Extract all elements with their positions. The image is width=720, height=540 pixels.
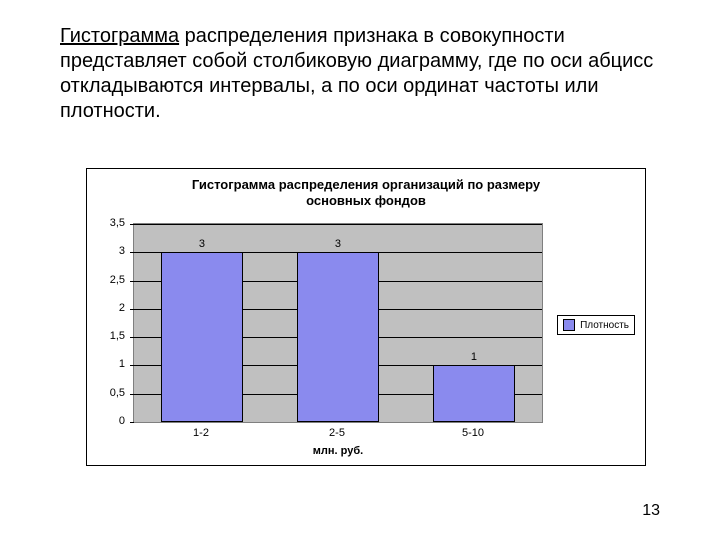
y-tick-mark (130, 309, 134, 310)
x-axis-title: млн. руб. (133, 445, 543, 457)
chart-title-line2: основных фондов (306, 193, 426, 208)
chart-title-line1: Гистограмма распределения организаций по… (192, 177, 540, 192)
y-tick-label: 3,5 (110, 217, 125, 229)
chart-title: Гистограмма распределения организаций по… (87, 177, 645, 210)
legend-swatch (563, 319, 575, 331)
y-axis-ticks: 00,511,522,533,5 (87, 223, 129, 423)
x-tick-label: 5-10 (462, 427, 484, 439)
y-tick-mark (130, 224, 134, 225)
page-number: 13 (642, 502, 660, 520)
plot-area: 331 (133, 223, 543, 423)
y-tick-label: 1 (119, 358, 125, 370)
bar: 1 (433, 365, 515, 422)
legend: Плотность (557, 315, 635, 335)
legend-label: Плотность (580, 320, 629, 331)
bar: 3 (297, 252, 379, 422)
y-tick-label: 2,5 (110, 274, 125, 286)
y-tick-mark (130, 365, 134, 366)
bar-value-label: 1 (434, 351, 514, 363)
x-tick-label: 2-5 (329, 427, 345, 439)
y-tick-label: 2 (119, 302, 125, 314)
gridline (134, 224, 542, 225)
chart-container: Гистограмма распределения организаций по… (86, 168, 646, 466)
y-tick-label: 0 (119, 415, 125, 427)
x-tick-label: 1-2 (193, 427, 209, 439)
bar-value-label: 3 (162, 238, 242, 250)
y-tick-mark (130, 337, 134, 338)
x-axis-ticks: 1-2 2-5 5-10 (133, 427, 543, 443)
bar-value-label: 3 (298, 238, 378, 250)
y-tick-label: 3 (119, 245, 125, 257)
y-tick-label: 0,5 (110, 387, 125, 399)
y-tick-mark (130, 252, 134, 253)
y-tick-mark (130, 281, 134, 282)
y-tick-label: 1,5 (110, 330, 125, 342)
y-tick-mark (130, 422, 134, 423)
heading-underlined: Гистограмма (60, 25, 179, 47)
y-tick-mark (130, 394, 134, 395)
bar: 3 (161, 252, 243, 422)
heading-text: Гистограмма распределения признака в сов… (60, 24, 660, 124)
